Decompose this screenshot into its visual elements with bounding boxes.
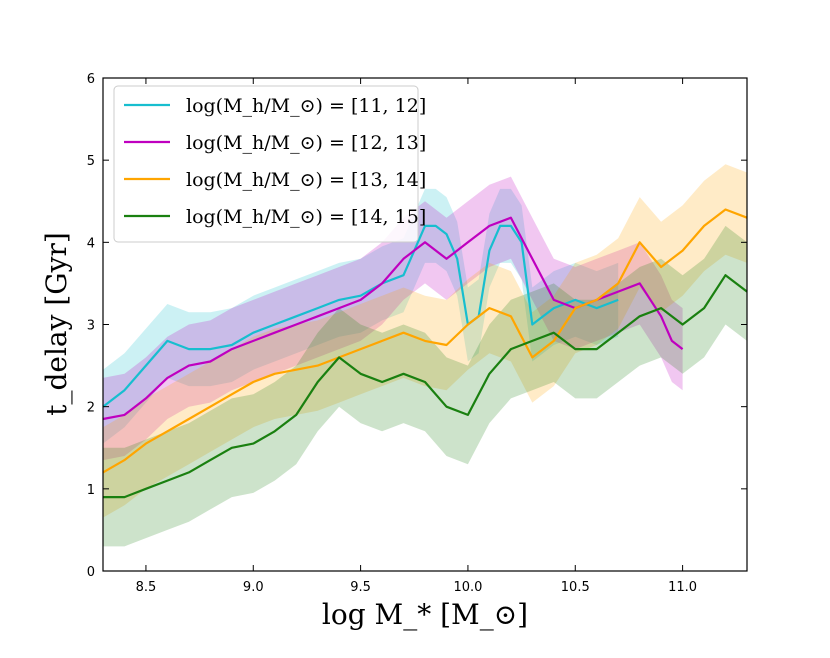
y-tick-label: 6 [87, 72, 95, 87]
y-tick-label: 5 [87, 154, 95, 169]
x-tick-label: 10.0 [453, 580, 482, 595]
series-line [102, 208, 748, 474]
y-tick-label: 3 [87, 319, 95, 334]
y-tick-label: 4 [87, 236, 95, 251]
series-lines [102, 208, 748, 499]
x-tick-label: 9.0 [243, 580, 264, 595]
legend: log(M_h/M_⊙) = [11, 12] log(M_h/M_⊙) = [1… [113, 85, 426, 243]
x-tick-label: 10.5 [561, 580, 590, 595]
x-axis-label: log M_* [M_⊙] [322, 598, 528, 631]
series-line [102, 216, 684, 421]
series-band [103, 225, 747, 547]
x-tick-label: 9.5 [350, 580, 371, 595]
series-band [103, 176, 683, 461]
y-tick-label: 0 [87, 565, 95, 580]
series-line [103, 274, 748, 499]
x-ticks: 8.5 9.0 9.5 10.0 10.5 11.0 [136, 78, 697, 595]
legend-label: log(M_h/M_⊙) = [13, 14] [186, 169, 426, 191]
x-tick-label: 8.5 [136, 580, 157, 595]
y-axis-label: t_delay [Gyr] [40, 232, 73, 416]
legend-label: log(M_h/M_⊙) = [12, 13] [186, 132, 426, 154]
legend-label: log(M_h/M_⊙) = [14, 15] [186, 206, 426, 228]
x-tick-label: 11.0 [668, 580, 697, 595]
y-tick-label: 2 [87, 401, 95, 416]
y-ticks: 0 1 2 3 4 5 6 [87, 72, 747, 580]
legend-frame [113, 85, 419, 243]
y-tick-label: 1 [87, 483, 95, 498]
legend-label: log(M_h/M_⊙) = [11, 12] [186, 95, 426, 117]
